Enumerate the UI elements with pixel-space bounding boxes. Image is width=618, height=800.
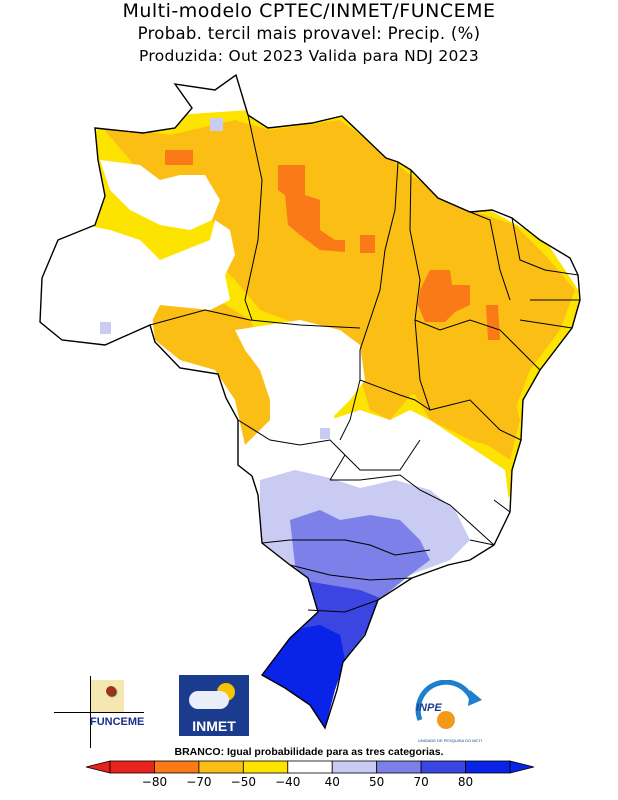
border-pr-sc: [289, 564, 413, 581]
inpe-logo-text: INPE: [416, 702, 442, 714]
neutral-amazon-west: [40, 220, 235, 345]
inpe-swoosh-icon: [415, 679, 482, 729]
border-ne-states: [511, 217, 580, 329]
colorbar-end-left: [85, 760, 111, 774]
colorbar-tick-label: 40: [324, 775, 340, 789]
border-ba: [414, 319, 541, 441]
border-ma-pi: [409, 169, 421, 321]
neutral-amazon-north: [100, 160, 220, 230]
border-sc-rs: [307, 599, 379, 613]
border-mg-sp: [330, 474, 495, 546]
border-ms-pr: [261, 539, 431, 556]
funceme-logo: FUNCEME: [54, 676, 154, 748]
inmet-logo: INMET: [179, 675, 249, 736]
border-pi-ce: [469, 211, 511, 301]
colorbar-segment: [109, 760, 155, 774]
neutral-center: [235, 320, 365, 450]
map-title: Multi-modelo CPTEC/INMET/FUNCEME: [122, 0, 496, 22]
colorbar-tick-label: −80: [141, 775, 168, 789]
inmet-logo-text: INMET: [192, 718, 236, 734]
colorbar-end-right: [509, 760, 535, 774]
inpe-logo: INPE UNIDADE DE PESQUISA DO MCTI: [410, 679, 490, 750]
border-mt-ms: [237, 419, 346, 481]
colorbar-tick-label: −40: [275, 775, 301, 789]
colorbar-tick-label: 80: [457, 775, 474, 789]
colorbar-segment: [465, 760, 511, 774]
map-subtitle: Probab. tercil mais provavel: Precip. (%…: [137, 24, 481, 43]
cloud-icon: [189, 691, 229, 709]
cell-above-40-roraima: [210, 118, 223, 131]
colorbar-tick-label: 50: [369, 775, 385, 789]
map-validity: Produzida: Out 2023 Valida para NDJ 2023: [139, 47, 479, 65]
colorbar-segment: [287, 760, 333, 774]
border-am-mt: [149, 309, 361, 329]
border-go-mg: [344, 379, 431, 471]
colorbar-tick-label: −50: [230, 775, 256, 789]
colorbar: [85, 760, 535, 774]
cell-above-40-center: [320, 428, 330, 439]
cell-above-40-acre: [100, 322, 111, 334]
region-below-70-c: [360, 235, 375, 253]
colorbar-segment: [420, 760, 466, 774]
colorbar-segment: [242, 760, 289, 774]
colorbar-tick-label: 70: [413, 775, 429, 789]
funceme-logo-text: FUNCEME: [90, 716, 145, 728]
region-below-50-ne: [430, 360, 520, 460]
region-below-70-d: [418, 270, 470, 322]
colorbar-segment: [198, 760, 244, 774]
state-borders: [149, 114, 580, 613]
legend-note: BRANCO: Igual probabilidade para as tres…: [174, 746, 444, 758]
funceme-dot-icon: [106, 686, 116, 696]
region-above-80: [262, 625, 345, 728]
region-below-50-center: [355, 300, 430, 420]
region-below-70-e: [486, 305, 500, 340]
border-am-pa: [244, 114, 263, 321]
region-below-70-a: [165, 150, 193, 165]
colorbar-segment: [376, 760, 422, 774]
inpe-tagline: UNIDADE DE PESQUISA DO MCTI: [417, 738, 482, 743]
colorbar-segment: [154, 760, 200, 774]
colorbar-tick-label: −70: [186, 775, 212, 789]
region-below-70-b: [278, 165, 345, 252]
brazil-outline: [39, 73, 581, 730]
border-rj-es: [469, 499, 511, 546]
border-pa-ma: [369, 161, 399, 321]
colorbar-segment: [331, 760, 378, 774]
